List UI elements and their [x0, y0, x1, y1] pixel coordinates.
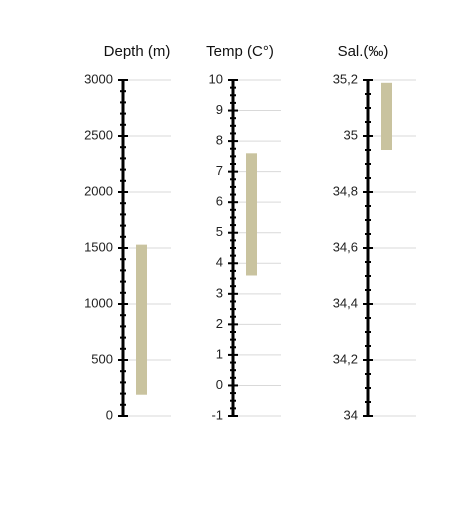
y-tick-label: 6	[216, 194, 223, 209]
y-tick-label: 8	[216, 133, 223, 148]
chart-title: Depth (m)	[104, 43, 171, 60]
y-tick-label: 9	[216, 102, 223, 117]
y-tick-label: 3	[216, 285, 223, 300]
y-tick-label: 2500	[84, 127, 113, 142]
y-tick-label: 2000	[84, 183, 113, 198]
y-tick-label: -1	[211, 407, 223, 422]
y-tick-label: 34,4	[333, 295, 358, 310]
y-tick-label: 5	[216, 224, 223, 239]
y-tick-label: 3000	[84, 71, 113, 86]
y-tick-label: 4	[216, 255, 223, 270]
y-tick-label: 10	[209, 71, 223, 86]
y-tick-label: 34,8	[333, 183, 358, 198]
y-tick-label: 34	[344, 407, 358, 422]
chart-title: Temp (C°)	[206, 43, 274, 60]
range-bar	[246, 153, 257, 276]
y-tick-label: 0	[106, 407, 113, 422]
y-tick-label: 34,6	[333, 239, 358, 254]
y-tick-label: 1500	[84, 239, 113, 254]
range-bar	[136, 244, 147, 395]
y-tick-label: 1	[216, 346, 223, 361]
y-tick-label: 34,2	[333, 351, 358, 366]
range-bar	[381, 82, 392, 150]
y-tick-label: 0	[216, 377, 223, 392]
y-tick-label: 35	[344, 127, 358, 142]
y-tick-label: 35,2	[333, 71, 358, 86]
y-tick-label: 500	[91, 351, 113, 366]
y-tick-label: 2	[216, 316, 223, 331]
y-tick-label: 7	[216, 163, 223, 178]
chart-title: Sal.(‰)	[338, 43, 389, 60]
y-tick-label: 1000	[84, 295, 113, 310]
